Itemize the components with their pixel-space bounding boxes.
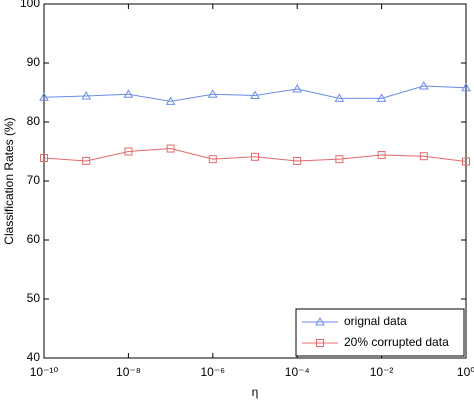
- marker: [419, 152, 428, 161]
- marker: [124, 147, 133, 156]
- marker: [123, 89, 134, 98]
- series-line: [43, 85, 467, 102]
- y-axis-label: Classification Rates (%): [2, 117, 16, 244]
- marker: [166, 144, 175, 153]
- y-tick-label: 80: [27, 114, 41, 128]
- marker: [207, 89, 218, 98]
- legend-box: [295, 308, 465, 357]
- marker: [208, 155, 217, 164]
- x-tick-label: 10⁻⁴: [285, 365, 310, 379]
- y-tick-label: 60: [27, 232, 41, 246]
- marker: [461, 82, 471, 92]
- marker: [462, 157, 470, 166]
- y-tick-label: 40: [27, 350, 41, 364]
- legend-label: 20% corrupted data: [344, 335, 449, 349]
- marker: [335, 155, 344, 164]
- marker: [292, 83, 303, 93]
- x-tick-label: 10⁻⁸: [116, 365, 141, 379]
- marker: [315, 316, 325, 326]
- series-line: [43, 148, 467, 163]
- marker: [376, 93, 387, 102]
- marker: [165, 96, 176, 105]
- x-axis-label: η: [252, 385, 259, 399]
- x-tick-label: 10⁰: [457, 365, 474, 379]
- x-tick-label: 10⁻¹⁰: [30, 365, 59, 379]
- marker: [377, 151, 386, 160]
- y-tick-label: 100: [20, 0, 40, 10]
- legend-label: orignal data: [344, 314, 407, 328]
- marker: [250, 90, 260, 99]
- marker: [39, 92, 49, 101]
- x-tick-label: 10⁻²: [370, 365, 394, 379]
- marker: [82, 156, 91, 165]
- y-tick-label: 90: [27, 55, 41, 69]
- marker: [81, 91, 92, 100]
- y-tick-label: 50: [27, 291, 41, 305]
- marker: [293, 156, 302, 165]
- marker: [334, 93, 345, 102]
- x-tick-label: 10⁻⁶: [200, 365, 225, 379]
- marker: [40, 153, 48, 162]
- marker: [316, 339, 324, 347]
- marker: [418, 81, 429, 90]
- marker: [251, 152, 259, 161]
- plot-frame: [43, 3, 467, 359]
- y-tick-label: 70: [27, 173, 41, 187]
